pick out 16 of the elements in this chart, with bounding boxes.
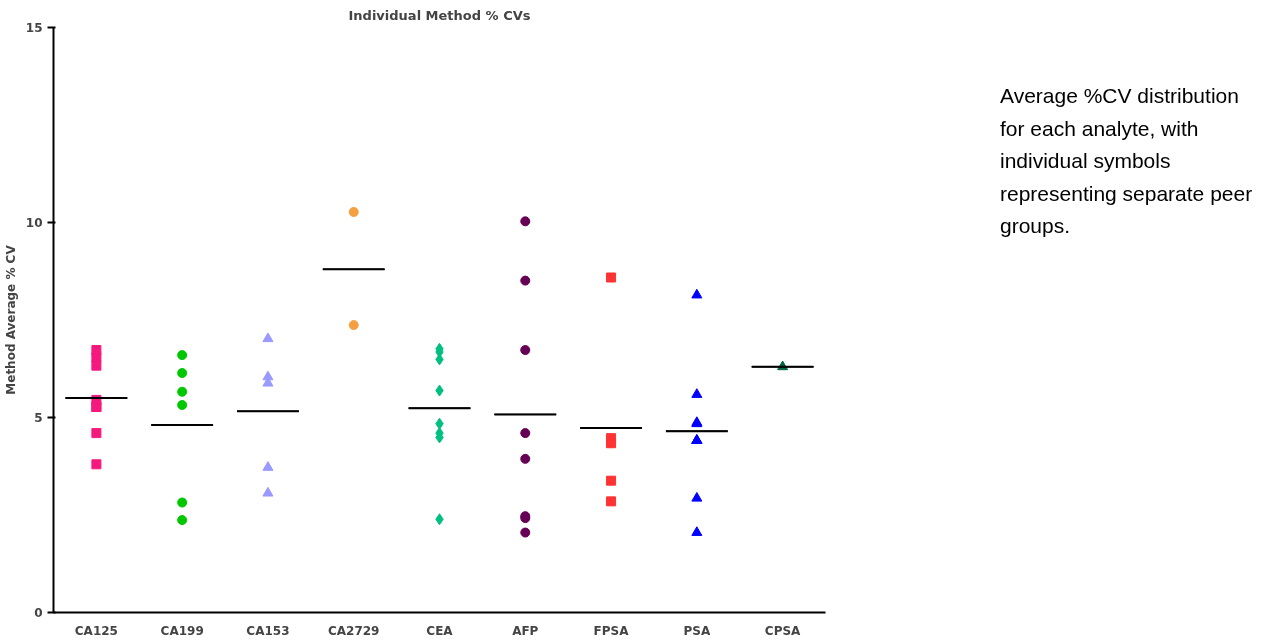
text: Average %CV distribution for each analyte, with individual symbols representing separate peer groups. xyxy=(1000,83,1254,240)
x-tick-label: CA199 xyxy=(160,623,204,638)
y-tick-label: 0 xyxy=(34,606,43,620)
x-tick-label: CPSA xyxy=(764,623,802,638)
x-tick-label: AFP xyxy=(512,623,539,638)
y-tick-label: 5 xyxy=(34,411,43,425)
x-tick-label: CA125 xyxy=(74,623,118,638)
y-axis-title: Method Average % CV xyxy=(3,244,18,395)
x-tick-label: PSA xyxy=(683,623,711,638)
y-tick-label: 15 xyxy=(25,21,43,35)
x-tick-label: CA2729 xyxy=(327,623,380,638)
x-tick-label: CA153 xyxy=(246,623,290,638)
y-tick-label: 10 xyxy=(25,216,43,230)
x-tick-label: CEA xyxy=(426,623,454,638)
x-tick-label: FPSA xyxy=(593,623,630,638)
chart-title: Individual Method % CVs xyxy=(348,7,531,23)
